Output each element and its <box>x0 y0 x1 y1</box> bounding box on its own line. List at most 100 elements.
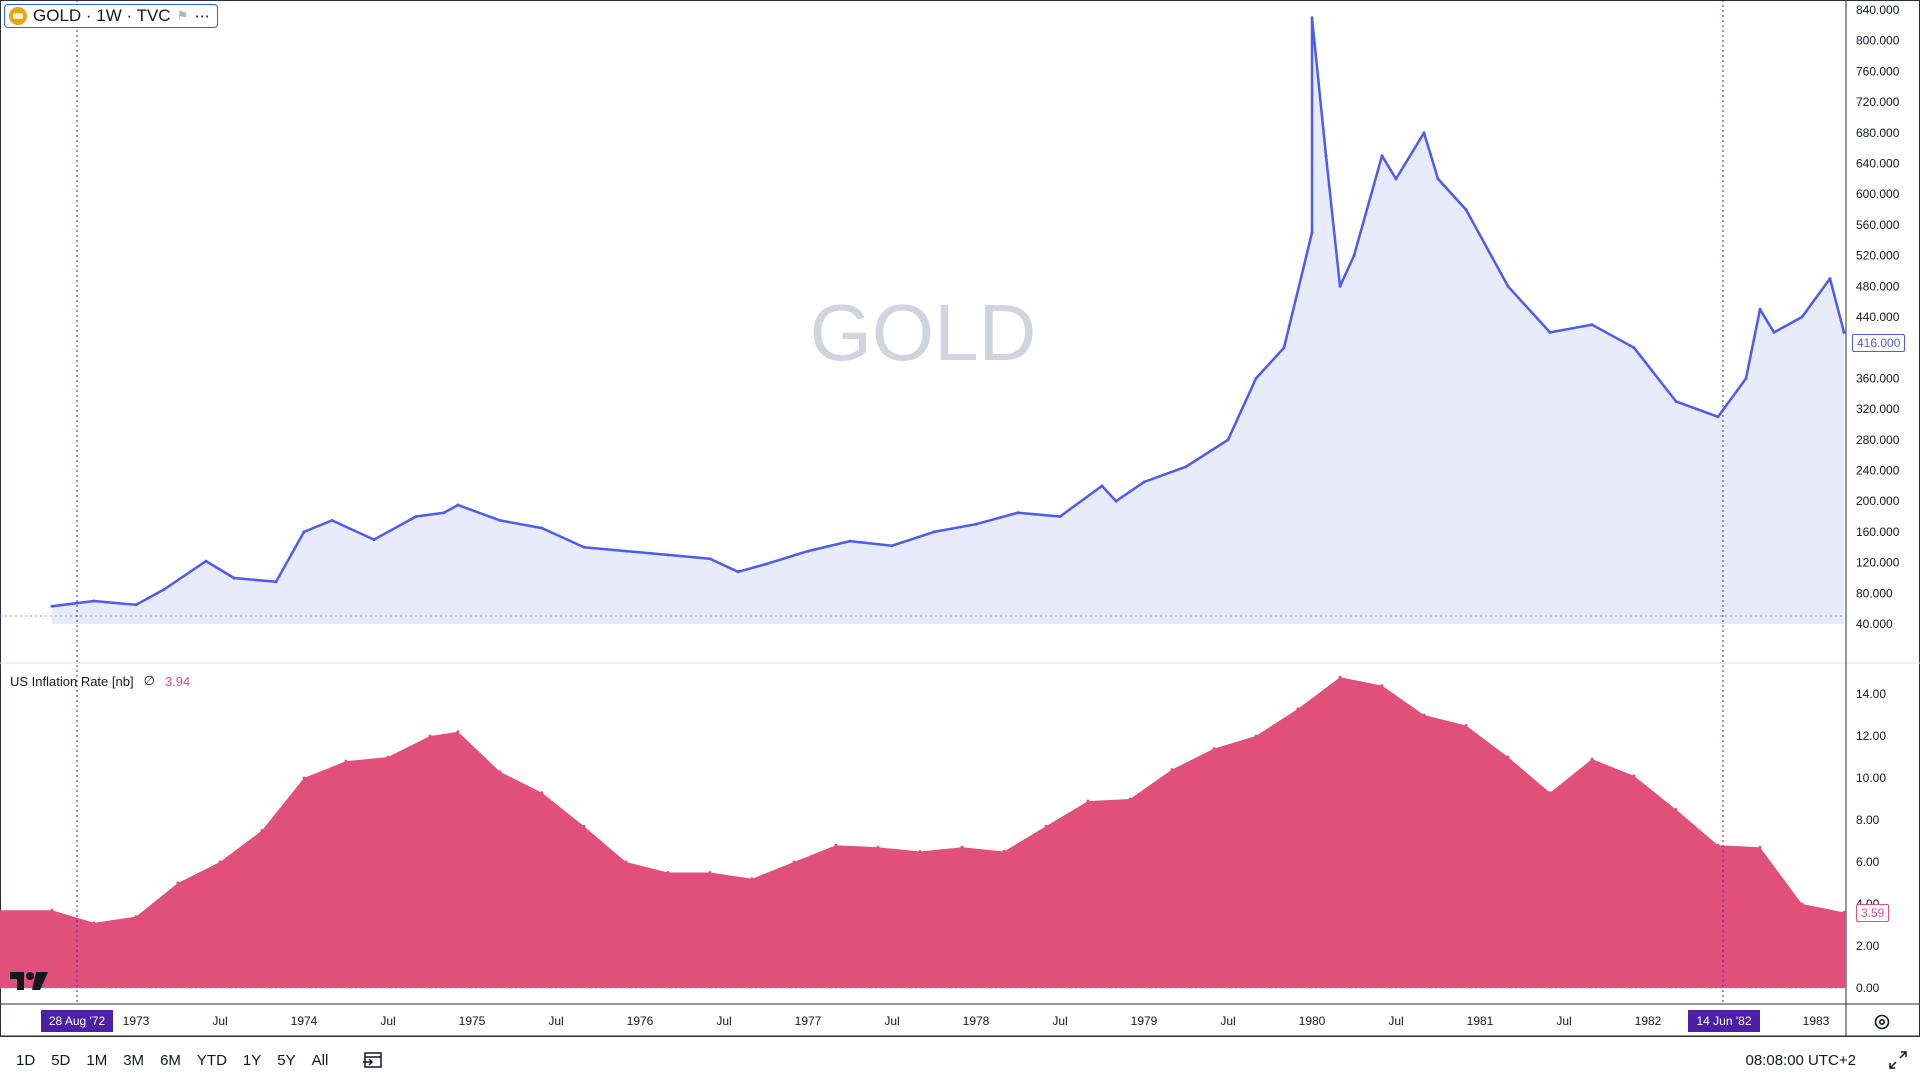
gold-point <box>134 603 138 607</box>
timeframe-button[interactable]: 6M <box>160 1051 181 1069</box>
inflation-point <box>582 824 586 828</box>
inflation-point <box>792 860 796 864</box>
gold-point <box>848 539 852 543</box>
clock[interactable]: 08:08:00 UTC+2 <box>1745 1051 1857 1069</box>
inflation-point <box>1674 808 1678 811</box>
timeframe-button[interactable]: 5Y <box>277 1051 296 1069</box>
inflation-point <box>1548 791 1552 795</box>
inflation-point <box>1338 675 1342 679</box>
price-tick-label: 280.000 <box>1856 433 1900 447</box>
gold-point <box>1226 438 1230 442</box>
gold-point <box>1338 284 1342 288</box>
flag-icon[interactable]: ⚑ <box>176 8 189 23</box>
timeframe-button[interactable]: 1Y <box>242 1051 262 1069</box>
inflation-point <box>666 871 670 874</box>
gold-point <box>932 530 936 534</box>
gold-point <box>162 588 166 591</box>
price-tick-label: 640.000 <box>1856 157 1900 171</box>
inflation-point <box>1212 747 1216 751</box>
gold-point <box>232 576 236 580</box>
inflation-point <box>176 881 180 885</box>
inflation-point <box>876 845 880 849</box>
timeframe-button[interactable]: 1M <box>86 1051 108 1069</box>
gold-point <box>372 538 376 542</box>
inflation-point <box>428 734 432 738</box>
indicator-tick-label: 6.00 <box>1856 855 1880 869</box>
gold-point <box>582 545 586 549</box>
more-icon[interactable]: ⋯ <box>194 8 211 25</box>
gold-point <box>414 515 418 518</box>
indicator-tick-label: 2.00 <box>1856 939 1880 953</box>
gold-point <box>1464 208 1468 212</box>
inflation-point <box>624 860 628 864</box>
inflation-point <box>1002 850 1006 853</box>
price-axis[interactable]: 40.000 80.000 120.000 160.000 200.000 240.000… <box>1856 3 1900 631</box>
inflation-point <box>1506 755 1510 759</box>
inflation-point <box>960 845 964 849</box>
inflation-point <box>386 755 390 759</box>
gold-point <box>708 557 712 561</box>
gold-point <box>442 511 446 515</box>
timeframe-group: 1D 5D 1M 3M 6M YTD 1Y 5Y All <box>8 1052 336 1069</box>
gold-point <box>666 553 670 557</box>
inflation-point <box>134 915 138 919</box>
inflation-point <box>218 860 222 864</box>
expand-icon[interactable] <box>1886 1048 1910 1072</box>
gold-point <box>1282 346 1286 350</box>
time-tick-label: 1982 <box>1635 1014 1662 1028</box>
gold-point <box>1114 499 1118 503</box>
gold-point <box>1758 307 1762 311</box>
gold-point <box>1772 330 1776 334</box>
inflation-point <box>1380 684 1384 688</box>
gold-point <box>1058 515 1062 518</box>
indicator-legend[interactable]: US Inflation Rate [nb] ∅ 3.94 <box>10 673 190 689</box>
price-tick-label: 720.000 <box>1856 95 1900 109</box>
inflation-point <box>302 776 306 780</box>
gold-point <box>1380 154 1384 158</box>
time-tick-label: 1978 <box>963 1014 990 1028</box>
compare-icon[interactable] <box>362 1050 384 1070</box>
time-axis[interactable]: 1973 Jul 1974 Jul 1975 Jul 1976 Jul 1977 Jul 1978 J… <box>123 1014 1830 1028</box>
tradingview-logo-icon <box>10 972 48 990</box>
price-tick-label: 80.000 <box>1856 586 1893 600</box>
gold-logo-icon <box>9 7 27 25</box>
gold-point <box>92 599 96 603</box>
gold-point <box>1184 465 1188 469</box>
indicator-tick-label: 12.00 <box>1856 729 1886 743</box>
gold-point <box>1310 16 1314 20</box>
symbol-legend[interactable]: GOLD · 1W · TVC ⚑ ⋯ <box>4 4 218 28</box>
inflation-area <box>0 677 1846 988</box>
inflation-point <box>1170 768 1174 772</box>
price-tick-label: 160.000 <box>1856 525 1900 539</box>
settings-icon[interactable] <box>1872 1012 1892 1032</box>
price-tick-label: 520.000 <box>1856 249 1900 263</box>
inflation-point <box>260 829 264 832</box>
inflation-point <box>1842 910 1846 914</box>
gold-point <box>1506 284 1510 288</box>
price-tick-label: 840.000 <box>1856 3 1900 17</box>
gold-point <box>1632 346 1636 350</box>
timeframe-button[interactable]: 3M <box>123 1051 145 1069</box>
gold-point <box>764 562 768 566</box>
crosshair-date-right: 14 Jun '82 <box>1688 1010 1760 1032</box>
timeframe-button[interactable]: YTD <box>196 1051 227 1069</box>
symbol-watermark: GOLD <box>810 288 1037 377</box>
price-tick-label: 320.000 <box>1856 402 1900 416</box>
gold-point <box>1716 415 1720 419</box>
inflation-point <box>1296 707 1300 711</box>
gold-pane <box>0 16 1846 624</box>
timeframe-button[interactable]: All <box>311 1051 329 1069</box>
inflation-point <box>708 871 712 874</box>
inflation-point <box>1086 799 1090 803</box>
timeframe-button[interactable]: 5D <box>51 1051 71 1069</box>
gold-point <box>540 526 544 530</box>
gold-point <box>1100 484 1104 488</box>
indicator-tick-label: 10.00 <box>1856 771 1886 785</box>
inflation-point <box>50 908 54 912</box>
inflation-point <box>1716 843 1720 847</box>
time-tick-label: Jul <box>1052 1014 1067 1028</box>
timeframe-button[interactable]: 1D <box>16 1051 36 1069</box>
price-tick-label: 440.000 <box>1856 310 1900 324</box>
